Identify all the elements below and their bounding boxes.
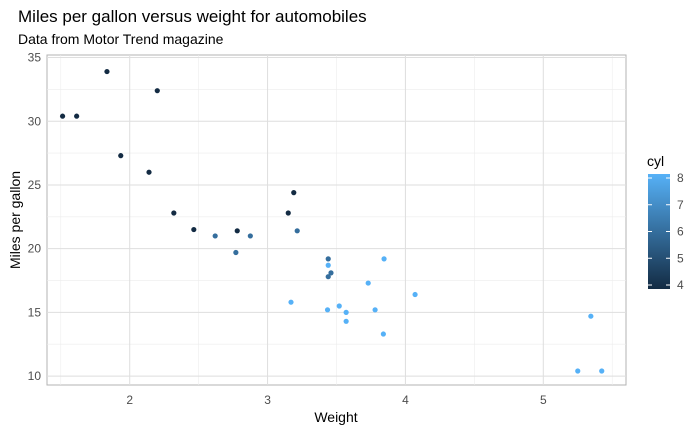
x-tick-label: 4 <box>402 393 409 407</box>
data-point <box>154 88 160 94</box>
data-point <box>171 210 177 216</box>
data-point <box>233 249 239 256</box>
data-point <box>191 226 197 233</box>
major-gridlines <box>47 55 626 385</box>
legend-colorbar <box>648 174 670 289</box>
data-point <box>365 280 371 286</box>
legend-title: cyl <box>647 153 664 169</box>
x-tick-labels: 2 3 4 5 <box>126 393 547 407</box>
legend-ticks: 4 5 6 7 8 <box>648 171 684 292</box>
data-point <box>234 228 240 234</box>
y-tick-label: 15 <box>28 305 42 319</box>
chart-title: Miles per gallon versus weight for autom… <box>18 7 367 26</box>
y-axis-title: Miles per gallon <box>7 171 23 269</box>
data-point <box>74 113 80 119</box>
data-point <box>575 368 581 374</box>
y-tick-label: 30 <box>28 114 42 128</box>
data-point <box>343 318 349 324</box>
data-point <box>588 313 594 319</box>
legend-tick-label: 5 <box>677 251 684 265</box>
data-point <box>212 233 218 239</box>
y-tick-label: 10 <box>28 369 42 383</box>
legend-tick-label: 6 <box>677 225 684 239</box>
data-point <box>247 233 253 239</box>
data-point <box>288 299 294 305</box>
data-point <box>146 169 152 175</box>
data-point <box>118 153 124 159</box>
y-tick-label: 25 <box>28 178 42 192</box>
y-tick-label: 20 <box>28 242 42 256</box>
data-point <box>291 190 297 196</box>
data-point <box>325 274 331 280</box>
data-point <box>343 309 349 315</box>
minor-gridlines <box>47 55 626 385</box>
data-point <box>380 331 386 337</box>
data-point <box>324 307 331 313</box>
data-point <box>599 368 605 374</box>
legend-tick-label: 7 <box>677 198 684 212</box>
data-point <box>285 210 291 216</box>
data-point <box>372 307 378 313</box>
legend-tick-label: 4 <box>677 278 684 292</box>
data-point <box>328 270 334 276</box>
data-point <box>104 68 110 75</box>
data-point <box>325 262 331 268</box>
legend-tick-label: 8 <box>677 171 684 185</box>
chart-subtitle: Data from Motor Trend magazine <box>18 31 224 47</box>
y-tick-label: 35 <box>28 51 42 65</box>
data-point <box>412 291 418 298</box>
data-point <box>59 113 66 119</box>
data-point <box>294 228 300 234</box>
x-tick-label: 2 <box>126 393 133 407</box>
x-axis-title: Weight <box>314 409 357 425</box>
data-point <box>325 256 331 262</box>
y-tick-labels: 10 15 20 25 30 35 <box>28 51 42 384</box>
legend: cyl 4 5 6 7 8 <box>647 153 684 292</box>
data-point <box>381 256 387 262</box>
x-tick-label: 5 <box>540 393 547 407</box>
data-point <box>336 303 342 309</box>
data-points <box>59 68 605 374</box>
x-tick-label: 3 <box>264 393 271 407</box>
